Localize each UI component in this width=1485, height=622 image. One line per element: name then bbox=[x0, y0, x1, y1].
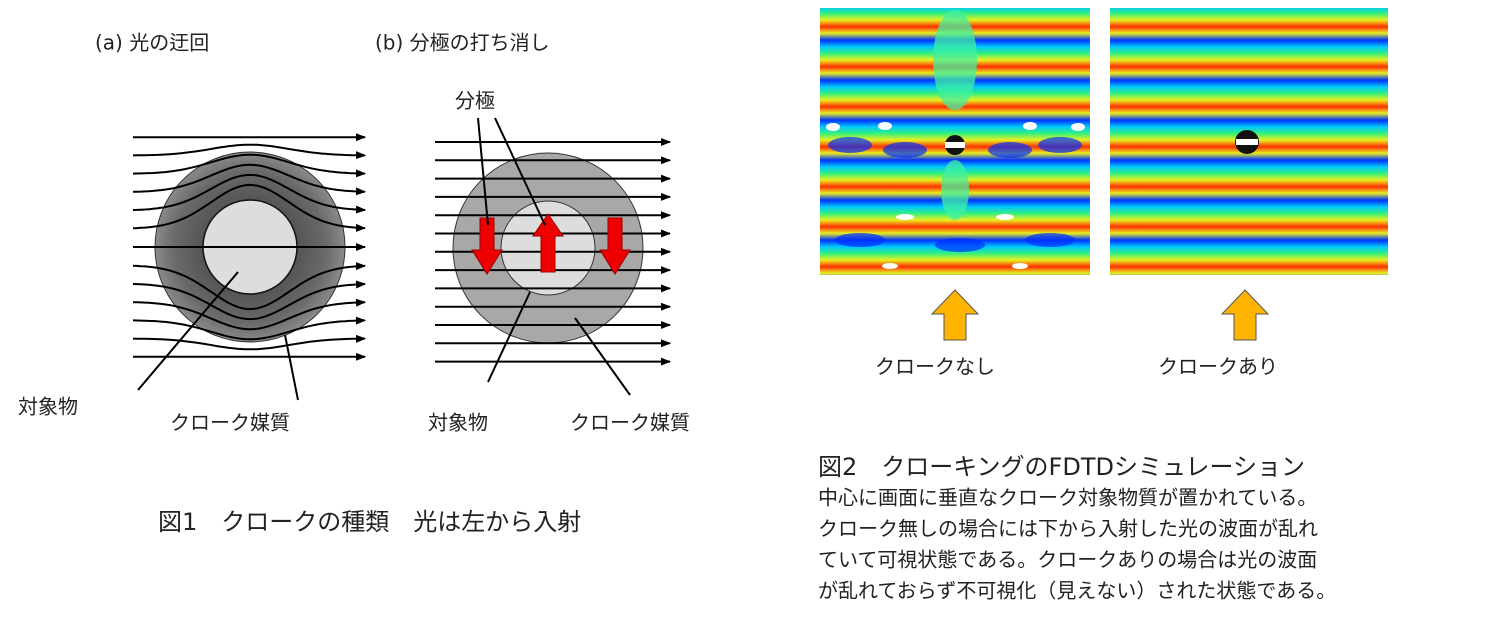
panel-label: クロークあり bbox=[1158, 355, 1278, 379]
ray bbox=[132, 153, 365, 174]
medium-label: クローク媒質 bbox=[170, 411, 290, 435]
ray bbox=[132, 284, 365, 321]
fdtd-cloak bbox=[1110, 8, 1388, 275]
pointer bbox=[284, 334, 299, 401]
fdtd-no-cloak bbox=[820, 8, 1090, 275]
pointer bbox=[487, 291, 531, 383]
ray bbox=[132, 339, 365, 351]
ray bbox=[132, 173, 365, 210]
ray bbox=[132, 143, 365, 156]
light-rays bbox=[132, 137, 365, 357]
polarization-label: 分極 bbox=[455, 89, 495, 113]
panel-label: クロークなし bbox=[875, 355, 995, 379]
panel-b-label: (b) 分極の打ち消し bbox=[375, 31, 550, 55]
polarization-arrows bbox=[471, 213, 631, 275]
object-label: 対象物 bbox=[428, 411, 488, 435]
ray bbox=[132, 302, 365, 331]
pointer bbox=[477, 117, 489, 226]
pointer bbox=[574, 317, 631, 396]
incident-arrow bbox=[1220, 289, 1270, 341]
figure2-caption-title: 図2 クローキングのFDTDシミュレーション bbox=[818, 453, 1305, 481]
panel-a-label: (a) 光の迂回 bbox=[95, 31, 209, 55]
figure1-caption: 図1 クロークの種類 光は左から入射 bbox=[158, 508, 581, 536]
ray bbox=[132, 320, 365, 341]
ray bbox=[132, 163, 365, 192]
caption-line: ていて可視状態である。クロークありの場合は光の波面 bbox=[818, 548, 1317, 572]
pointer bbox=[137, 271, 239, 391]
ray bbox=[132, 266, 365, 311]
caption-line: 中心に画面に垂直なクローク対象物質が置かれている。 bbox=[818, 486, 1317, 510]
object-label: 対象物 bbox=[18, 395, 78, 419]
incident-arrow bbox=[930, 289, 980, 341]
medium-label: クローク媒質 bbox=[570, 411, 690, 435]
caption-line: クローク無しの場合には下から入射した光の波面が乱れ bbox=[818, 517, 1318, 541]
ray bbox=[132, 183, 365, 228]
pointer bbox=[494, 117, 546, 226]
caption-line: が乱れておらず不可視化（見えない）された状態である。 bbox=[818, 579, 1336, 603]
